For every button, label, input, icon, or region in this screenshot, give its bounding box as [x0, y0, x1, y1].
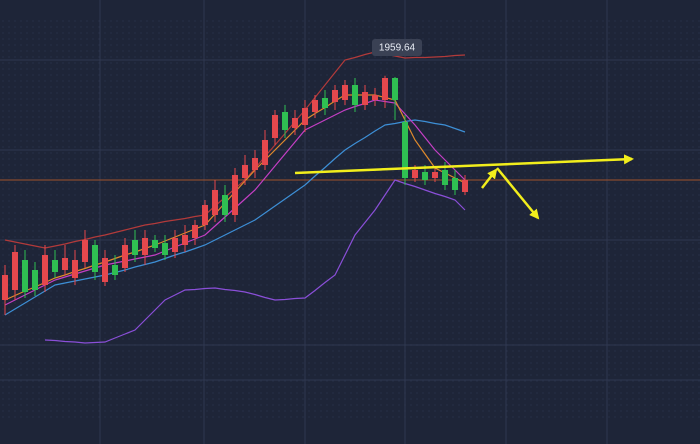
candle-body	[232, 175, 238, 215]
candle-body	[292, 118, 298, 128]
candle-body	[432, 172, 438, 178]
candle-body	[272, 115, 278, 138]
candle-body	[242, 165, 248, 178]
candle-body	[452, 178, 458, 190]
candle-body	[262, 140, 268, 165]
candle-body	[212, 190, 218, 215]
candle-body	[92, 245, 98, 272]
candle-body	[392, 78, 398, 100]
candle-body	[42, 255, 48, 285]
candle-body	[342, 85, 348, 100]
candle-body	[102, 258, 108, 282]
candle-body	[162, 243, 168, 255]
candle-body	[322, 98, 328, 108]
indicator-line	[4, 119, 466, 316]
candle-body	[32, 270, 38, 290]
candle-body	[402, 122, 408, 178]
candle-body	[112, 265, 118, 275]
candle-body	[72, 260, 78, 278]
trend-arrow	[294, 154, 634, 175]
candle-body	[462, 180, 468, 192]
candle-body	[422, 172, 428, 180]
candle-body	[282, 112, 288, 130]
candle-body	[62, 258, 68, 270]
candle-body	[52, 260, 58, 272]
candle-body	[152, 240, 158, 248]
candle-body	[382, 78, 388, 100]
candle-body	[332, 90, 338, 102]
up-arrow	[481, 168, 498, 189]
candle-body	[142, 238, 148, 255]
candle-body	[202, 205, 208, 225]
candle-body	[302, 108, 308, 125]
map-texture	[0, 20, 700, 420]
candle-body	[192, 225, 198, 238]
candle-body	[172, 238, 178, 252]
candle-body	[252, 158, 258, 170]
candle-body	[352, 85, 358, 105]
plot	[0, 51, 700, 344]
candle-body	[82, 240, 88, 262]
candle-body	[22, 260, 28, 292]
candle-body	[2, 275, 8, 300]
down-arrow	[496, 167, 540, 220]
max-label: 1959.64	[372, 39, 422, 56]
candle-body	[182, 235, 188, 245]
candle-body	[12, 252, 18, 290]
candle-body	[312, 100, 318, 112]
candle-body	[442, 170, 448, 185]
annotations	[294, 154, 634, 220]
candle-body	[362, 92, 368, 105]
candle-body	[122, 245, 128, 268]
candle-body	[412, 170, 418, 178]
candle-body	[222, 195, 228, 215]
candle-body	[372, 95, 378, 100]
indicator-line	[44, 179, 466, 344]
label-box	[372, 39, 422, 56]
candle-body	[132, 240, 138, 255]
max-price-label: 1959.64	[379, 43, 416, 54]
